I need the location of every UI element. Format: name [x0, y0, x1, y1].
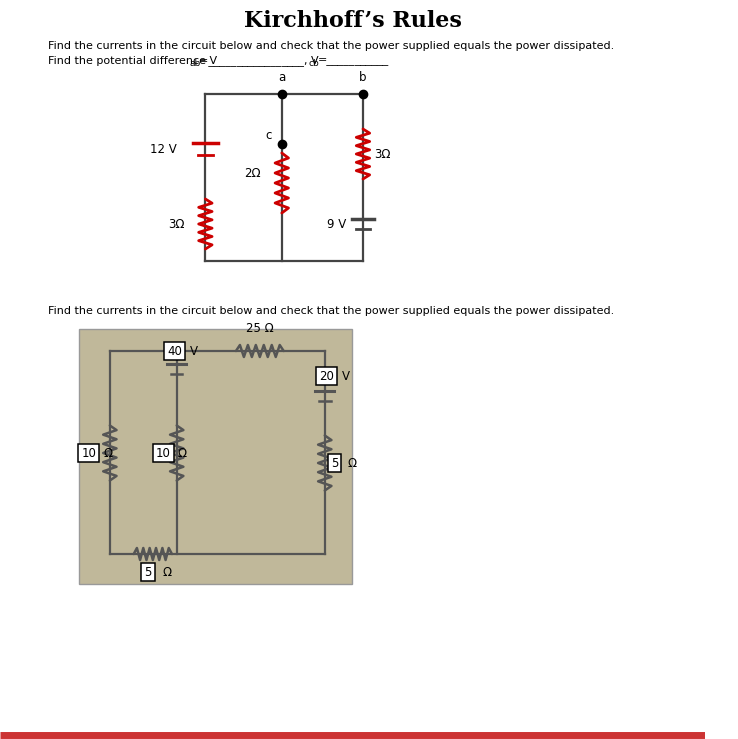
Text: 2Ω: 2Ω	[244, 166, 261, 180]
Text: 20: 20	[320, 370, 334, 383]
Text: 12 V: 12 V	[150, 143, 176, 155]
FancyBboxPatch shape	[79, 329, 351, 584]
Text: 3Ω: 3Ω	[168, 217, 184, 231]
Text: cb: cb	[308, 58, 320, 67]
Text: 5: 5	[331, 457, 338, 469]
Text: Find the currents in the circuit below and check that the power supplied equals : Find the currents in the circuit below a…	[48, 306, 614, 316]
Text: 5: 5	[145, 565, 152, 579]
Text: =_________________, V: =_________________, V	[199, 55, 318, 67]
Text: V: V	[342, 370, 350, 383]
Text: 3Ω: 3Ω	[374, 148, 391, 160]
Text: 10: 10	[156, 446, 170, 460]
Text: Find the currents in the circuit below and check that the power supplied equals : Find the currents in the circuit below a…	[48, 41, 614, 51]
Text: b: b	[359, 71, 367, 84]
Text: 40: 40	[168, 344, 182, 358]
Text: c: c	[266, 129, 272, 142]
Text: 25 Ω: 25 Ω	[246, 322, 274, 335]
Text: V: V	[190, 344, 198, 358]
Text: 9 V: 9 V	[327, 217, 346, 231]
Text: Ω: Ω	[103, 446, 112, 460]
Text: 10: 10	[81, 446, 96, 460]
Text: Ω: Ω	[348, 457, 357, 469]
Text: Find the potential difference V: Find the potential difference V	[48, 56, 217, 66]
Text: =___________: =___________	[318, 56, 390, 66]
Text: Ω: Ω	[178, 446, 187, 460]
Text: Ω: Ω	[162, 565, 171, 579]
Text: Kirchhoff’s Rules: Kirchhoff’s Rules	[244, 10, 461, 32]
Text: ab: ab	[189, 58, 201, 67]
Text: a: a	[278, 71, 286, 84]
